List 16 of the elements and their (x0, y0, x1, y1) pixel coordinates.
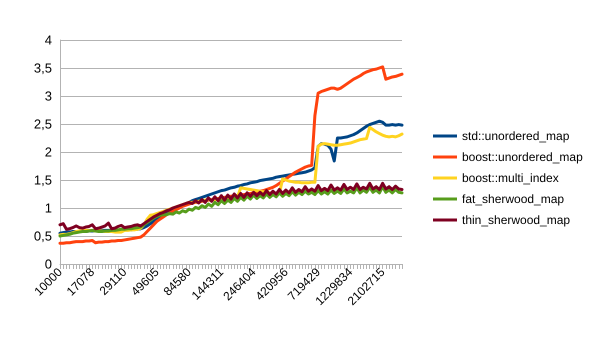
legend-label: fat_sherwood_map (462, 192, 564, 206)
y-tick-label: 4 (44, 32, 52, 48)
y-tick-label: 2 (44, 144, 52, 160)
y-tick-label: 3 (44, 88, 52, 104)
legend-label: boost::unordered_map (462, 150, 584, 164)
y-tick-label: 2,5 (34, 116, 52, 132)
line-series (58, 182, 404, 231)
y-tick-label: 3,5 (34, 60, 52, 76)
y-tick-label: 1,5 (34, 172, 52, 188)
legend-label: std::unordered_map (462, 129, 570, 143)
y-tick-label: 0,5 (34, 228, 52, 244)
legend-label: thin_sherwood_map (462, 213, 570, 227)
y-tick-label: 0 (44, 256, 52, 272)
line-series (58, 185, 404, 238)
legend-label: boost::multi_index (462, 171, 559, 185)
y-tick-label: 1 (44, 200, 52, 216)
